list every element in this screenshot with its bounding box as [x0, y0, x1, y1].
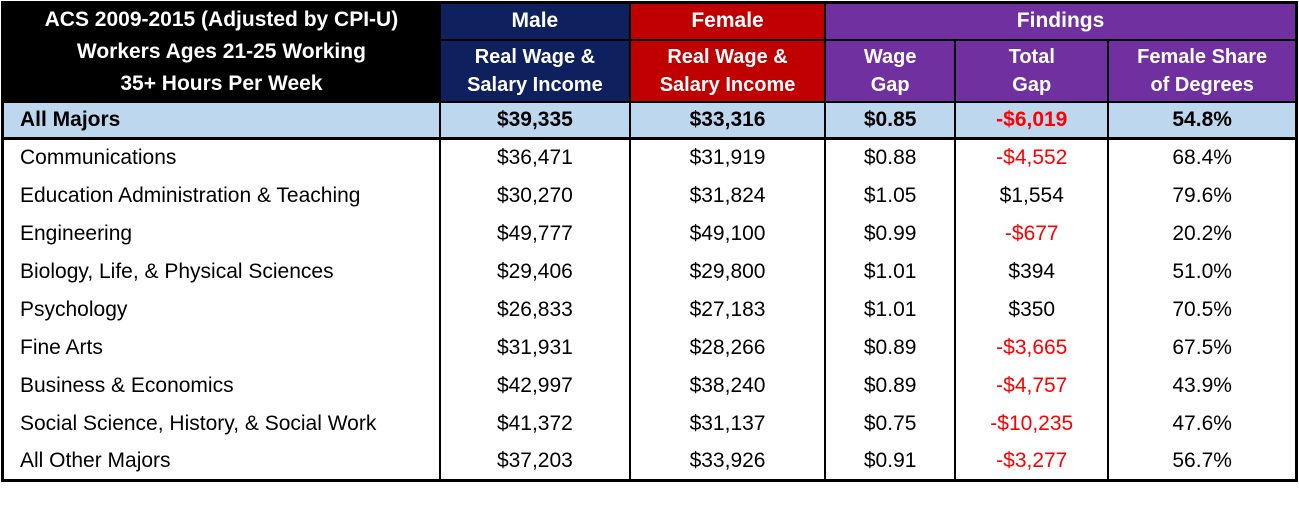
cell-female-income: $38,240 — [628, 366, 827, 405]
header-female-income-line-2: Salary Income — [659, 73, 796, 96]
cell-female-share: 51.0% — [1107, 252, 1298, 291]
header-male-income: Real Wage & Salary Income — [438, 38, 631, 103]
cell-female-share: 43.9% — [1107, 366, 1298, 405]
header-female-group: Female — [628, 1, 827, 41]
cell-total-gap: -$4,757 — [954, 366, 1110, 405]
cell-wage-gap: $1.01 — [824, 290, 957, 329]
cell-male-income: $42,997 — [438, 366, 631, 405]
cell-female-share: 79.6% — [1107, 176, 1298, 215]
cell-female-income: $31,919 — [628, 138, 827, 177]
header-wage-gap: Wage Gap — [824, 38, 957, 103]
cell-female-share: 67.5% — [1107, 328, 1298, 367]
cell-total-gap: -$3,277 — [954, 442, 1110, 481]
cell-male-income: $26,833 — [438, 290, 631, 329]
table-row: Business & Economics $42,997 $38,240 $0.… — [1, 366, 1298, 405]
cell-female-income: $31,824 — [628, 176, 827, 215]
header-group-row: ACS 2009-2015 (Adjusted by CPI-U) Worker… — [1, 1, 1298, 103]
cell-major: Communications — [1, 138, 441, 177]
cell-major: Engineering — [1, 214, 441, 253]
cell-male-income: $31,931 — [438, 328, 631, 367]
cell-female-share: 54.8% — [1107, 100, 1298, 140]
cell-major: Fine Arts — [1, 328, 441, 367]
table-body: All Majors $39,335 $33,316 $0.85 -$6,019… — [1, 100, 1298, 481]
cell-total-gap: $350 — [954, 290, 1110, 329]
table-title-line-2: Workers Ages 21-25 Working — [76, 40, 366, 64]
cell-wage-gap: $0.91 — [824, 442, 957, 481]
header-total-gap-line-1: Total — [1008, 45, 1055, 68]
header-female-income: Real Wage & Salary Income — [628, 38, 827, 103]
cell-major: All Majors — [1, 100, 441, 140]
cell-major: All Other Majors — [1, 442, 441, 481]
cell-wage-gap: $1.05 — [824, 176, 957, 215]
cell-wage-gap: $0.89 — [824, 328, 957, 367]
header-wage-gap-line-1: Wage — [863, 45, 917, 68]
table-title: ACS 2009-2015 (Adjusted by CPI-U) Worker… — [1, 1, 441, 103]
table-row: Communications $36,471 $31,919 $0.88 -$4… — [1, 138, 1298, 177]
header-female-share: Female Share of Degrees — [1107, 38, 1298, 103]
cell-wage-gap: $0.89 — [824, 366, 957, 405]
cell-total-gap: $394 — [954, 252, 1110, 291]
cell-male-income: $30,270 — [438, 176, 631, 215]
table-row: Social Science, History, & Social Work $… — [1, 404, 1298, 443]
cell-female-income: $31,137 — [628, 404, 827, 443]
cell-male-income: $49,777 — [438, 214, 631, 253]
cell-female-income: $29,800 — [628, 252, 827, 291]
table-row: Education Administration & Teaching $30,… — [1, 176, 1298, 215]
cell-major: Education Administration & Teaching — [1, 176, 441, 215]
cell-female-share: 56.7% — [1107, 442, 1298, 481]
table-row-all-majors: All Majors $39,335 $33,316 $0.85 -$6,019… — [1, 100, 1298, 140]
cell-total-gap: -$6,019 — [954, 100, 1110, 140]
header-sub-row: Real Wage & Salary Income Real Wage & Sa… — [3, 38, 1298, 103]
table-title-line-3: 35+ Hours Per Week — [120, 72, 323, 96]
header-female-share-line-1: Female Share — [1137, 45, 1268, 68]
cell-major: Psychology — [1, 290, 441, 329]
cell-total-gap: -$3,665 — [954, 328, 1110, 367]
cell-female-income: $33,316 — [628, 100, 827, 140]
table-row: Psychology $26,833 $27,183 $1.01 $350 70… — [1, 290, 1298, 329]
cell-male-income: $39,335 — [438, 100, 631, 140]
cell-male-income: $29,406 — [438, 252, 631, 291]
table-row: Fine Arts $31,931 $28,266 $0.89 -$3,665 … — [1, 328, 1298, 367]
header-female-share-line-2: of Degrees — [1150, 73, 1254, 96]
cell-total-gap: -$10,235 — [954, 404, 1110, 443]
cell-wage-gap: $0.85 — [824, 100, 957, 140]
cell-major: Business & Economics — [1, 366, 441, 405]
header-male-income-line-1: Real Wage & — [474, 45, 596, 68]
header-female-income-line-1: Real Wage & — [667, 45, 788, 68]
table-row: All Other Majors $37,203 $33,926 $0.91 -… — [1, 442, 1298, 481]
header-total-gap: Total Gap — [954, 38, 1110, 103]
cell-wage-gap: $0.99 — [824, 214, 957, 253]
cell-wage-gap: $1.01 — [824, 252, 957, 291]
header-total-gap-line-2: Gap — [1012, 73, 1052, 96]
cell-female-income: $27,183 — [628, 290, 827, 329]
cell-female-income: $33,926 — [628, 442, 827, 481]
cell-female-income: $49,100 — [628, 214, 827, 253]
wage-gap-table: ACS 2009-2015 (Adjusted by CPI-U) Worker… — [1, 1, 1298, 482]
header-male-group: Male — [438, 1, 631, 41]
cell-male-income: $37,203 — [438, 442, 631, 481]
table-row: Engineering $49,777 $49,100 $0.99 -$677 … — [1, 214, 1298, 253]
cell-total-gap: $1,554 — [954, 176, 1110, 215]
cell-major: Social Science, History, & Social Work — [1, 404, 441, 443]
cell-female-share: 20.2% — [1107, 214, 1298, 253]
cell-female-income: $28,266 — [628, 328, 827, 367]
cell-total-gap: -$677 — [954, 214, 1110, 253]
cell-male-income: $41,372 — [438, 404, 631, 443]
cell-female-share: 47.6% — [1107, 404, 1298, 443]
table-header: ACS 2009-2015 (Adjusted by CPI-U) Worker… — [1, 1, 1298, 103]
cell-wage-gap: $0.75 — [824, 404, 957, 443]
header-findings-group: Findings — [824, 1, 1298, 41]
cell-total-gap: -$4,552 — [954, 138, 1110, 177]
cell-major: Biology, Life, & Physical Sciences — [1, 252, 441, 291]
header-wage-gap-line-2: Gap — [870, 73, 910, 96]
table-row: Biology, Life, & Physical Sciences $29,4… — [1, 252, 1298, 291]
cell-female-share: 70.5% — [1107, 290, 1298, 329]
cell-male-income: $36,471 — [438, 138, 631, 177]
table-title-line-1: ACS 2009-2015 (Adjusted by CPI-U) — [44, 8, 399, 32]
cell-wage-gap: $0.88 — [824, 138, 957, 177]
cell-female-share: 68.4% — [1107, 138, 1298, 177]
header-male-income-line-2: Salary Income — [467, 73, 603, 96]
